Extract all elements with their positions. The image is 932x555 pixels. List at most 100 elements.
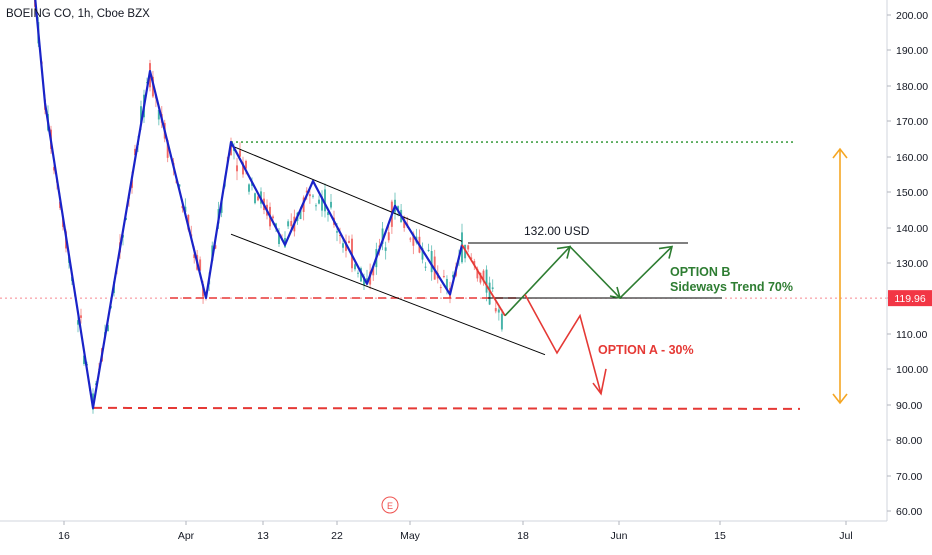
candle-body bbox=[178, 184, 181, 187]
candle-body bbox=[83, 355, 85, 365]
price-tick-label: 180.00 bbox=[896, 81, 928, 93]
candle-body bbox=[318, 199, 320, 204]
option-a-arrowhead bbox=[592, 368, 607, 396]
price-tick-label: 60.00 bbox=[896, 506, 922, 518]
price-tick-label: 140.00 bbox=[896, 223, 928, 235]
candle-body bbox=[488, 282, 491, 305]
candle-body bbox=[494, 308, 497, 312]
level-132-label: 132.00 USD bbox=[524, 224, 590, 238]
candle-body bbox=[467, 245, 470, 250]
earnings-marker-circle bbox=[381, 496, 399, 514]
candle-body bbox=[348, 240, 350, 244]
candle-body bbox=[299, 208, 302, 220]
candle-body bbox=[77, 320, 79, 325]
candle-body bbox=[485, 269, 488, 293]
candle-body bbox=[236, 165, 238, 172]
candle-body bbox=[381, 228, 384, 244]
option-b-arrowhead bbox=[658, 245, 674, 259]
channel-lower-line bbox=[230, 233, 546, 356]
candle-body bbox=[230, 143, 232, 156]
candle-body bbox=[403, 218, 406, 228]
candle-body bbox=[242, 162, 244, 175]
candle-body bbox=[157, 109, 160, 120]
candle-body bbox=[479, 272, 482, 283]
candle-body bbox=[421, 248, 424, 260]
current-price-label: 119.96 bbox=[894, 293, 925, 305]
candle-body bbox=[336, 231, 338, 233]
option-a-path bbox=[524, 294, 602, 394]
option-b-label: OPTION B bbox=[670, 265, 730, 279]
candle-body bbox=[330, 201, 332, 208]
support-line-90 bbox=[92, 406, 801, 410]
candle-body bbox=[315, 205, 317, 207]
candle-body bbox=[439, 287, 442, 289]
option-b-path bbox=[504, 245, 673, 317]
candle-body bbox=[409, 238, 412, 240]
candle-body bbox=[107, 325, 109, 332]
time-axis[interactable]: 16 Apr 13 22 May 18 Jun 15 Jul bbox=[0, 520, 887, 542]
candle-body bbox=[412, 233, 415, 246]
price-tick-label: 100.00 bbox=[896, 364, 928, 376]
candle-body bbox=[345, 241, 347, 251]
time-tick-label: 22 bbox=[331, 530, 343, 542]
candle-body bbox=[497, 309, 500, 313]
time-tick-label: 15 bbox=[714, 530, 726, 542]
candle-body bbox=[491, 287, 494, 289]
time-tick-label: Jul bbox=[839, 530, 852, 542]
symbol-title: BOEING CO, 1h, Cboe BZX bbox=[6, 8, 150, 20]
candle-body bbox=[387, 232, 390, 241]
candle-body bbox=[327, 212, 329, 215]
candle-body bbox=[372, 266, 375, 276]
option-b-arrowhead bbox=[556, 245, 572, 259]
candle-body bbox=[476, 268, 479, 279]
candle-body bbox=[53, 166, 55, 171]
time-tick-label: Apr bbox=[178, 530, 195, 542]
option-b-sublabel: Sideways Trend 70% bbox=[670, 280, 793, 294]
price-tick-label: 190.00 bbox=[896, 45, 928, 57]
time-tick-label: May bbox=[400, 530, 421, 542]
candle-body bbox=[305, 190, 308, 193]
candle-body bbox=[278, 234, 280, 245]
candle-body bbox=[257, 196, 259, 201]
candle-body bbox=[193, 254, 196, 259]
candle-body bbox=[482, 270, 485, 282]
candle-body bbox=[214, 245, 217, 249]
price-tick-label: 130.00 bbox=[896, 258, 928, 270]
price-tick-label: 70.00 bbox=[896, 471, 922, 483]
candle-body bbox=[308, 194, 311, 197]
candle-body bbox=[321, 196, 323, 211]
candle-body bbox=[287, 221, 290, 227]
candle-body bbox=[290, 220, 293, 227]
candle-body bbox=[239, 150, 241, 157]
price-tick-label: 80.00 bbox=[896, 435, 922, 447]
time-tick-label: 18 bbox=[517, 530, 529, 542]
candle-body bbox=[248, 184, 250, 192]
candle-body bbox=[140, 106, 142, 123]
candle-body bbox=[199, 259, 202, 271]
candle-body bbox=[500, 313, 503, 330]
candle-body bbox=[342, 243, 344, 248]
price-axis[interactable]: 200.00 190.00 180.00 170.00 160.00 150.00 140.… bbox=[886, 0, 932, 521]
candle-body bbox=[384, 247, 387, 251]
candles bbox=[34, 0, 503, 414]
range-arrowhead-down bbox=[832, 393, 848, 405]
recent-drop-line bbox=[461, 244, 506, 317]
range-arrowhead-up bbox=[832, 147, 848, 159]
price-tick-label: 150.00 bbox=[896, 187, 928, 199]
candle-body bbox=[452, 274, 454, 278]
option-a-label: OPTION A - 30% bbox=[598, 343, 694, 357]
candle-body bbox=[134, 148, 136, 156]
candle-body bbox=[312, 195, 314, 197]
candle-body bbox=[397, 206, 400, 210]
candle-body bbox=[470, 257, 473, 260]
price-tick-label: 200.00 bbox=[896, 10, 928, 22]
time-tick-label: 16 bbox=[58, 530, 70, 542]
candle-body bbox=[427, 249, 430, 252]
candle-body bbox=[254, 193, 256, 204]
candle-body bbox=[80, 315, 82, 318]
time-tick-label: 13 bbox=[257, 530, 269, 542]
candle-body bbox=[473, 260, 476, 266]
